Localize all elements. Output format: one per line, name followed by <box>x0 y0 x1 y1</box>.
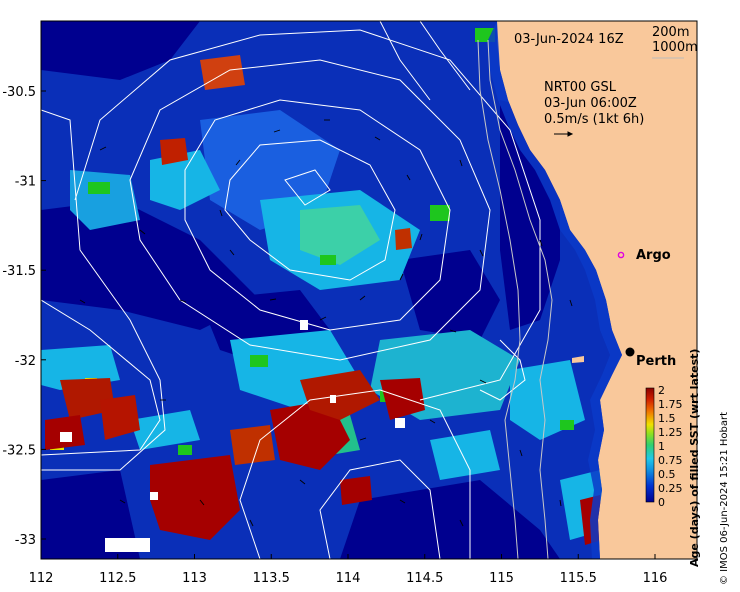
colorbar-tick-label: 0.75 <box>658 454 683 467</box>
x-tick-label: 112 <box>29 571 54 586</box>
y-tick-label: -30.5 <box>2 85 36 100</box>
product-time-label: 03-Jun 06:00Z <box>544 96 637 111</box>
y-tick-label: -32.5 <box>2 443 36 458</box>
y-tick-label: -31 <box>15 175 36 190</box>
rottnest-island <box>572 356 584 363</box>
x-tick-label: 115 <box>489 571 514 586</box>
credit-label: © IMOS 06-Jun-2024 15:21 Hobart <box>719 412 730 585</box>
colorbar-tick-label: 1.25 <box>658 426 683 439</box>
current-vectors <box>79 119 573 527</box>
x-tick-label: 114 <box>336 571 361 586</box>
y-axis: -30.5 -31 -31.5 -32 -32.5 -33 <box>2 85 46 548</box>
colorbar-tick-label: 2 <box>658 384 665 397</box>
colorbar-tick-label: 0.25 <box>658 482 683 495</box>
colorbar-title: Age (days) of filled SST (wrt latest) <box>688 349 701 567</box>
map-date-label: 03-Jun-2024 16Z <box>514 32 624 47</box>
speed-scale-arrow <box>554 131 574 137</box>
y-tick-label: -31.5 <box>2 264 36 279</box>
perth-label: Perth <box>636 354 676 369</box>
perth-marker <box>625 347 635 357</box>
colorbar-tick-label: 1.5 <box>658 412 676 425</box>
x-tick-label: 113 <box>182 571 207 586</box>
plot-frame <box>40 20 698 560</box>
speed-scale-label: 0.5m/s (1kt 6h) <box>544 112 644 127</box>
colorbar-gradient <box>645 387 655 503</box>
coastal-strip <box>488 21 622 559</box>
product-label: NRT00 GSL <box>544 80 617 95</box>
y-tick-label: -32 <box>15 354 36 369</box>
x-axis: 112 112.5 113 113.5 114 114.5 115 115.5 116 <box>29 554 668 586</box>
x-tick-label: 114.5 <box>406 571 443 586</box>
x-tick-label: 115.5 <box>560 571 597 586</box>
y-tick-label: -33 <box>15 533 36 548</box>
colorbar-tick-label: 1.75 <box>658 398 683 411</box>
isobath-1000-label: 1000m <box>652 40 698 55</box>
argo-label: Argo <box>636 248 671 263</box>
colorbar-tick-label: 1 <box>658 440 665 453</box>
x-tick-label: 113.5 <box>253 571 290 586</box>
isobath-200-label: 200m <box>652 25 689 40</box>
colorbar-tick-label: 0.5 <box>658 468 676 481</box>
colorbar-tick-label: 0 <box>658 496 665 509</box>
x-tick-label: 116 <box>643 571 668 586</box>
isobath-lines <box>477 39 553 559</box>
argo-float-marker <box>617 251 625 259</box>
x-tick-label: 112.5 <box>99 571 136 586</box>
ssh-contours <box>41 21 541 559</box>
